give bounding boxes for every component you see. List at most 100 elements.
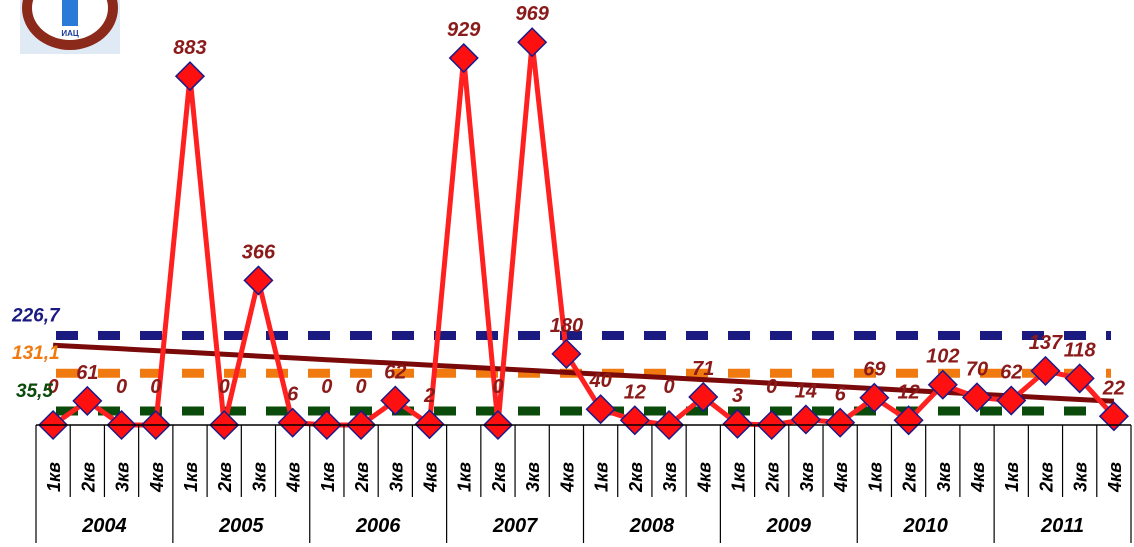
quarter-label-26: 3кв <box>934 462 954 492</box>
data-point-23 <box>825 407 856 438</box>
quarter-label-6: 3кв <box>249 462 269 492</box>
data-point-15 <box>551 338 582 369</box>
quarter-label-23: 4кв <box>831 462 851 493</box>
data-label-28: 62 <box>1000 362 1022 384</box>
year-label-3: 2007 <box>492 515 538 537</box>
data-label-6: 366 <box>242 241 276 263</box>
quarter-label-3: 4кв <box>147 462 167 493</box>
data-point-27 <box>961 382 993 413</box>
category-axis: 1кв 2кв 3кв 4кв 1кв 2кв 3кв 4кв 1кв 2кв 3кв 4кв 1кв 2… <box>35 424 1132 543</box>
data-point-26 <box>927 369 958 400</box>
quarter-label-5: 2кв <box>215 462 235 493</box>
quarter-label-16: 1кв <box>592 462 612 492</box>
data-point-30 <box>1064 363 1095 394</box>
quarter-label-24: 1кв <box>865 462 885 492</box>
year-label-1: 2005 <box>218 515 264 537</box>
data-label-0: 0 <box>48 376 59 398</box>
data-point-7 <box>277 407 308 438</box>
data-label-13: 0 <box>492 376 503 398</box>
quarter-label-2: 3кв <box>113 462 133 492</box>
data-label-4: 883 <box>173 37 206 59</box>
data-label-31: 22 <box>1102 377 1125 399</box>
quarter-label-18: 3кв <box>660 462 680 492</box>
data-label-5: 0 <box>219 376 230 398</box>
data-label-19: 71 <box>692 358 714 380</box>
data-point-22 <box>790 404 821 435</box>
quarter-label-12: 1кв <box>455 462 475 492</box>
quarter-label-17: 2кв <box>626 462 646 493</box>
data-label-7: 6 <box>287 384 299 406</box>
data-point-14 <box>517 27 548 58</box>
data-point-28 <box>996 385 1027 416</box>
data-markers <box>38 27 1129 441</box>
quarter-label-4: 1кв <box>181 462 201 492</box>
data-label-9: 0 <box>356 376 367 398</box>
data-label-23: 6 <box>835 384 847 406</box>
logo: ИАЦ <box>20 0 120 54</box>
data-label-21: 0 <box>766 376 777 398</box>
data-point-20 <box>722 408 753 439</box>
reference-labels: 226,7 131,1 35,5 <box>11 305 61 402</box>
data-label-26: 102 <box>926 346 959 368</box>
data-point-11 <box>414 409 445 440</box>
data-label-1: 61 <box>76 362 98 384</box>
quarter-label-28: 1кв <box>1002 462 1022 492</box>
reference-label-1: 131,1 <box>12 343 60 364</box>
data-label-30: 118 <box>1064 339 1097 361</box>
data-label-22: 14 <box>795 380 817 402</box>
reference-lines <box>56 330 1111 416</box>
quarter-label-11: 4кв <box>421 462 441 493</box>
data-label-14: 969 <box>515 3 549 25</box>
data-label-17: 12 <box>624 381 646 403</box>
quarter-label-13: 2кв <box>489 462 509 493</box>
reference-label-0: 226,7 <box>11 305 61 326</box>
logo-cross-vertical <box>62 0 78 26</box>
quarter-label-27: 4кв <box>968 462 988 493</box>
quarter-label-7: 4кв <box>284 462 304 493</box>
data-point-10 <box>380 385 411 416</box>
quarter-label-1: 2кв <box>78 462 98 493</box>
data-label-16: 40 <box>588 370 611 392</box>
data-label-29: 137 <box>1029 332 1063 354</box>
year-label-0: 2004 <box>81 515 127 537</box>
data-point-17 <box>619 405 650 436</box>
quarter-label-0: 1кв <box>44 462 64 492</box>
data-point-1 <box>72 385 103 416</box>
reference-label-2: 35,5 <box>16 381 53 402</box>
quarter-label-22: 3кв <box>797 462 817 492</box>
year-label-4: 2008 <box>629 515 675 537</box>
data-label-25: 12 <box>897 381 919 403</box>
data-label-27: 70 <box>966 358 988 380</box>
quarter-label-29: 2кв <box>1036 462 1056 493</box>
year-label-7: 2011 <box>1040 515 1084 537</box>
data-label-20: 3 <box>732 385 743 407</box>
quarter-label-10: 3кв <box>386 462 406 492</box>
quarter-label-9: 2кв <box>352 462 372 493</box>
data-label-15: 180 <box>550 315 583 337</box>
data-point-6 <box>243 265 274 296</box>
data-label-12: 929 <box>447 19 481 41</box>
quarter-label-31: 4кв <box>1105 462 1125 493</box>
data-point-24 <box>859 382 890 413</box>
quarter-label-15: 4кв <box>557 462 577 493</box>
quarter-label-14: 3кв <box>523 462 543 492</box>
data-label-18: 0 <box>663 376 674 398</box>
data-point-19 <box>688 381 719 413</box>
year-label-5: 2009 <box>766 515 812 537</box>
data-label-8: 0 <box>321 376 332 398</box>
data-label-2: 0 <box>116 376 127 398</box>
data-point-12 <box>448 42 479 74</box>
data-point-31 <box>1098 401 1129 432</box>
data-label-3: 0 <box>150 376 161 398</box>
data-point-25 <box>893 405 924 436</box>
year-label-2: 2006 <box>355 515 401 537</box>
data-point-4 <box>174 61 206 92</box>
quarter-label-20: 1кв <box>728 462 748 492</box>
data-point-29 <box>1030 355 1061 386</box>
year-label-6: 2010 <box>902 515 948 537</box>
data-label-10: 62 <box>384 362 406 384</box>
quarter-label-30: 3кв <box>1071 462 1091 492</box>
quarter-label-21: 2кв <box>763 462 783 493</box>
